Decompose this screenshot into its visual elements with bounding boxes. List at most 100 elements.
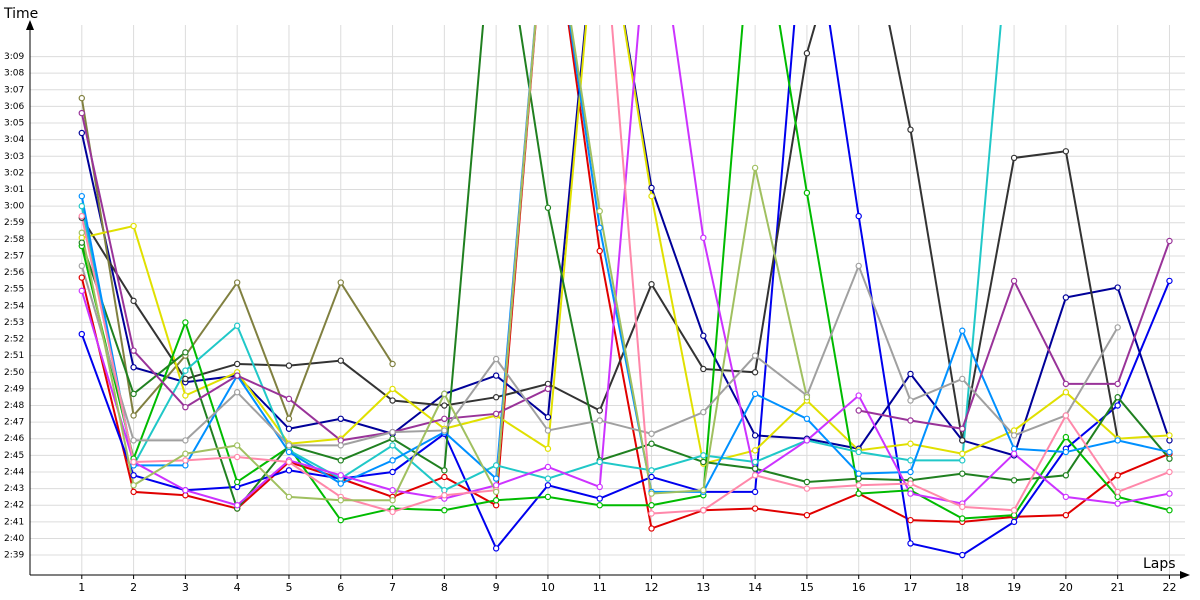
data-point bbox=[1166, 432, 1173, 439]
data-point bbox=[1114, 488, 1121, 496]
data-point bbox=[285, 458, 293, 466]
data-point bbox=[233, 478, 241, 486]
y-tick-label: 2:41 bbox=[4, 517, 24, 527]
data-point bbox=[1010, 477, 1018, 484]
data-point bbox=[803, 478, 811, 486]
data-point bbox=[751, 447, 759, 454]
data-point bbox=[544, 463, 552, 471]
y-tick-label: 2:46 bbox=[4, 434, 24, 444]
data-point bbox=[389, 397, 396, 404]
data-point bbox=[130, 488, 137, 496]
y-tick-label: 2:43 bbox=[4, 484, 24, 494]
data-point bbox=[233, 442, 241, 449]
data-point bbox=[233, 322, 241, 329]
data-point bbox=[803, 485, 811, 492]
x-tick-label: 9 bbox=[493, 581, 500, 594]
data-point bbox=[855, 407, 862, 414]
y-tick-label: 3:08 bbox=[4, 69, 24, 79]
data-point bbox=[544, 204, 552, 211]
data-point bbox=[751, 465, 759, 472]
data-point bbox=[337, 457, 344, 464]
data-point bbox=[907, 490, 914, 497]
data-point bbox=[1166, 506, 1173, 514]
data-point bbox=[855, 470, 862, 477]
data-point bbox=[1114, 394, 1121, 401]
data-point bbox=[130, 437, 137, 444]
y-axis-label: Time bbox=[3, 6, 38, 22]
data-point bbox=[492, 394, 500, 401]
data-point bbox=[233, 453, 241, 461]
data-point bbox=[337, 516, 344, 524]
data-point bbox=[182, 457, 189, 464]
data-point bbox=[1166, 277, 1173, 285]
data-point bbox=[751, 488, 759, 496]
data-point bbox=[1114, 284, 1121, 291]
data-point bbox=[285, 448, 293, 456]
data-point bbox=[596, 207, 603, 215]
series-line bbox=[81, 25, 1170, 465]
x-axis-label: Laps bbox=[1143, 556, 1176, 572]
y-tick-label: 2:53 bbox=[4, 318, 24, 328]
data-point bbox=[1010, 154, 1018, 162]
x-tick-label: 15 bbox=[800, 581, 814, 594]
series-line bbox=[80, 25, 1170, 493]
data-point bbox=[1062, 380, 1070, 388]
data-point bbox=[700, 506, 707, 514]
data-point bbox=[648, 510, 655, 517]
series-line bbox=[80, 25, 1170, 515]
data-point bbox=[1114, 324, 1121, 331]
series-line bbox=[80, 25, 1171, 557]
data-point bbox=[492, 355, 500, 363]
y-tick-label: 2:51 bbox=[4, 351, 24, 361]
data-point bbox=[907, 370, 914, 378]
data-point bbox=[648, 502, 655, 509]
data-point bbox=[700, 487, 707, 494]
data-point bbox=[389, 508, 396, 516]
x-tick-label: 21 bbox=[1111, 581, 1125, 594]
x-tick-label: 10 bbox=[541, 581, 555, 594]
data-point bbox=[285, 467, 293, 474]
data-point bbox=[1114, 437, 1121, 444]
data-point bbox=[700, 332, 707, 339]
data-point bbox=[492, 410, 500, 418]
data-point bbox=[1166, 448, 1173, 456]
data-point bbox=[78, 202, 85, 210]
data-point bbox=[803, 437, 811, 444]
y-tick-label: 2:59 bbox=[4, 218, 24, 228]
data-point bbox=[1114, 402, 1121, 409]
data-point bbox=[1114, 500, 1121, 507]
data-point bbox=[907, 468, 914, 476]
data-point bbox=[751, 432, 759, 439]
data-point bbox=[855, 448, 862, 456]
data-point bbox=[855, 392, 862, 399]
data-point bbox=[959, 375, 966, 383]
data-point bbox=[78, 330, 85, 338]
y-tick-label: 3:05 bbox=[4, 119, 24, 129]
x-tick-label: 13 bbox=[696, 581, 710, 594]
data-point bbox=[1010, 432, 1018, 439]
data-point bbox=[233, 279, 241, 286]
data-point bbox=[907, 540, 914, 547]
data-point bbox=[544, 445, 552, 452]
data-point bbox=[803, 511, 811, 519]
data-point bbox=[648, 192, 655, 200]
y-tick-label: 3:09 bbox=[4, 52, 24, 62]
data-point bbox=[544, 475, 552, 482]
data-point bbox=[285, 395, 293, 403]
data-point bbox=[337, 279, 344, 286]
data-point bbox=[907, 417, 914, 424]
data-point bbox=[78, 262, 85, 270]
data-point bbox=[78, 192, 85, 200]
data-point bbox=[285, 442, 293, 449]
data-point bbox=[1062, 433, 1070, 441]
data-point bbox=[700, 458, 707, 466]
data-point bbox=[1166, 468, 1173, 476]
data-point bbox=[285, 415, 293, 423]
data-point bbox=[337, 480, 344, 487]
data-point bbox=[285, 362, 293, 369]
data-point bbox=[389, 428, 396, 436]
y-tick-label: 3:00 bbox=[4, 202, 24, 212]
data-point bbox=[337, 442, 344, 449]
y-tick-label: 3:04 bbox=[4, 135, 24, 145]
